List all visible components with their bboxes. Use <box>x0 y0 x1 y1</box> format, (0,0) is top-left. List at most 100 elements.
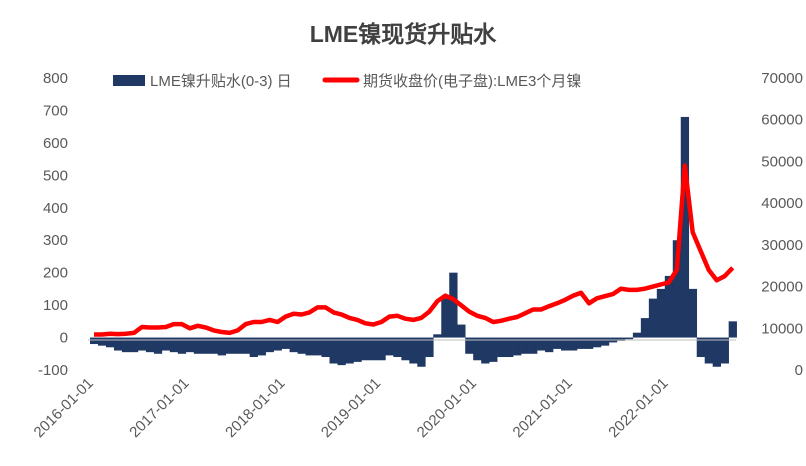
spread-bar <box>385 337 394 356</box>
spread-bar <box>473 337 482 361</box>
spread-bar <box>521 337 530 354</box>
spread-bar <box>664 275 674 338</box>
right-axis-tick: 70000 <box>761 70 803 87</box>
spread-bar <box>537 337 546 351</box>
right-axis-tick: 0 <box>795 362 803 379</box>
left-axis-tick: 100 <box>43 297 68 314</box>
spread-bar <box>600 337 610 346</box>
right-axis-tick: 20000 <box>761 279 803 296</box>
spread-bar <box>90 337 99 345</box>
spread-bar <box>576 337 586 349</box>
spread-bar <box>113 337 123 351</box>
spread-bar <box>249 337 258 358</box>
legend: LME镍升贴水(0-3) 日 期货收盘价(电子盘):LME3个月镍 <box>113 72 581 90</box>
x-axis-tick: 2016-01-01 <box>31 375 97 441</box>
spread-bar <box>129 337 139 353</box>
left-axis-tick: 800 <box>43 70 68 87</box>
spread-bar <box>728 321 737 338</box>
left-axis-tick: -100 <box>38 362 68 379</box>
spread-bar <box>169 337 179 353</box>
x-axis-tick: 2017-01-01 <box>126 375 192 441</box>
spread-bar <box>616 337 626 341</box>
legend-label-price: 期货收盘价(电子盘):LME3个月镍 <box>363 72 581 90</box>
spread-bar <box>297 337 306 354</box>
spread-bar <box>481 337 490 364</box>
spread-bar <box>449 272 458 338</box>
spread-bar <box>433 334 442 338</box>
spread-bar <box>584 337 594 349</box>
spread-bar <box>680 116 690 338</box>
spread-bar <box>592 337 602 348</box>
left-axis-tick: 0 <box>60 330 68 347</box>
spread-bar <box>161 337 171 351</box>
spread-bar <box>569 337 578 351</box>
spread-bar <box>353 337 362 362</box>
spread-bar <box>529 337 538 354</box>
spread-bar <box>225 337 234 354</box>
spread-bar <box>257 337 266 356</box>
spread-bar <box>289 337 298 353</box>
spread-bar <box>177 337 187 354</box>
spread-bar <box>193 337 203 354</box>
spread-bar <box>273 337 282 351</box>
spread-bar <box>361 337 370 361</box>
spread-bar <box>712 337 721 367</box>
spread-bar <box>656 288 666 338</box>
spread-bar <box>561 337 570 351</box>
legend-swatch-bar <box>113 75 145 86</box>
spread-bar <box>696 337 706 358</box>
spread-bar <box>409 337 418 364</box>
x-axis-tick: 2018-01-01 <box>222 375 288 441</box>
spread-bar <box>632 332 642 338</box>
legend-label-spread: LME镍升贴水(0-3) 日 <box>150 72 292 90</box>
left-axis-tick: 600 <box>43 135 68 152</box>
spread-bar <box>688 288 698 338</box>
chart-title: LME镍现货升贴水 <box>310 21 498 47</box>
right-axis-tick: 10000 <box>761 320 803 337</box>
spread-bar <box>209 337 219 354</box>
spread-bar <box>321 337 330 358</box>
spread-bar <box>185 337 195 353</box>
spread-bar <box>145 337 155 353</box>
spread-bar <box>313 337 322 356</box>
spread-bar <box>329 337 338 364</box>
spread-bar <box>137 337 147 351</box>
spread-bar <box>281 337 290 349</box>
spread-bar <box>105 337 115 348</box>
spread-bar <box>265 337 274 353</box>
spread-bar <box>153 337 163 354</box>
x-axis-tick: 2019-01-01 <box>318 375 384 441</box>
right-axis-tick: 50000 <box>761 153 803 170</box>
left-axis-tick: 400 <box>43 200 68 217</box>
spread-bar <box>457 324 466 338</box>
spread-bar <box>121 337 131 353</box>
spread-bar <box>377 337 386 361</box>
spread-bar <box>704 337 713 364</box>
spread-bar <box>489 337 498 362</box>
spread-bar <box>233 337 242 354</box>
left-axis-tick: 700 <box>43 102 68 119</box>
x-axis-tick: 2021-01-01 <box>510 375 576 441</box>
spread-bar <box>217 337 227 356</box>
spread-bar <box>505 337 514 358</box>
spread-bar <box>417 337 426 367</box>
left-axis-tick: 200 <box>43 265 68 282</box>
left-axis-tick: 300 <box>43 232 68 249</box>
spread-bar <box>640 318 650 338</box>
spread-bar <box>553 337 562 349</box>
right-axis-tick: 40000 <box>761 195 803 212</box>
right-axis-tick: 60000 <box>761 112 803 129</box>
spread-bar <box>337 337 346 366</box>
spread-bar <box>345 337 354 364</box>
spread-bar <box>513 337 522 356</box>
spread-bar <box>201 337 211 354</box>
spread-bar <box>401 337 410 361</box>
spread-bar <box>497 337 506 358</box>
spread-bar <box>465 337 474 354</box>
x-axis-tick: 2020-01-01 <box>414 375 480 441</box>
spread-bar <box>672 240 682 338</box>
spread-bar <box>624 337 634 340</box>
x-axis-tick: 2022-01-01 <box>605 375 671 441</box>
spread-bar <box>441 298 450 338</box>
